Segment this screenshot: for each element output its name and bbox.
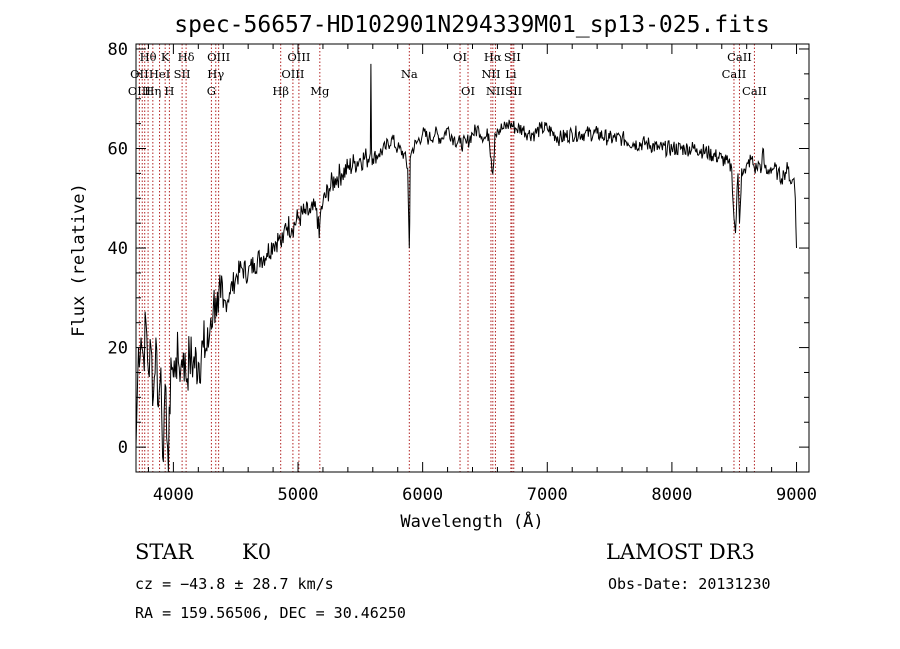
line-label: OIII — [128, 84, 151, 98]
line-label: Hθ — [140, 50, 157, 64]
survey-name: LAMOST DR3 — [606, 540, 755, 564]
line-label: Hγ — [207, 67, 224, 81]
line-label: G — [207, 84, 216, 98]
spectrum-series — [135, 63, 797, 473]
line-label: OIII — [281, 67, 304, 81]
x-tick-label: 6000 — [402, 485, 443, 505]
line-label: Li — [505, 67, 517, 81]
line-label: Hα — [484, 50, 502, 64]
line-label: OI — [461, 84, 475, 98]
line-label: CaII — [727, 50, 752, 64]
spectrum-line — [135, 63, 797, 473]
line-label: Hδ — [178, 50, 195, 64]
x-tick-label: 4000 — [153, 485, 194, 505]
line-label: HeI — [149, 67, 170, 81]
y-tick-label: 60 — [108, 140, 128, 160]
observation-date: Obs-Date: 20131230 — [608, 575, 771, 593]
emission-marker-lines — [138, 44, 755, 472]
line-label: OIII — [207, 50, 230, 64]
x-tick-label: 7000 — [527, 485, 568, 505]
line-label: CaII — [742, 84, 767, 98]
y-axis-label: Flux (relative) — [69, 183, 89, 337]
line-label: OI — [453, 50, 467, 64]
y-tick-label: 0 — [118, 438, 128, 458]
line-label: Mg — [310, 84, 330, 98]
line-label: NII — [486, 84, 505, 98]
line-label: SII — [504, 50, 521, 64]
object-subclass: K0 — [242, 540, 272, 564]
x-tick-label: 9000 — [776, 485, 817, 505]
object-class: STAR — [135, 540, 194, 564]
x-tick-label: 8000 — [651, 485, 692, 505]
line-label: SII — [174, 67, 191, 81]
x-axis-label: Wavelength (Å) — [400, 510, 543, 532]
y-tick-label: 40 — [108, 239, 128, 259]
line-label: SII — [505, 84, 522, 98]
chart-title: spec-56657-HD102901N294339M01_sp13-025.f… — [174, 12, 769, 38]
line-label: CaII — [722, 67, 747, 81]
plot-frame — [135, 43, 810, 473]
y-tick-label: 80 — [108, 40, 128, 60]
ra-dec: RA = 159.56506, DEC = 30.46250 — [135, 604, 406, 622]
line-label: Hβ — [272, 84, 289, 98]
line-label: H — [164, 84, 174, 98]
line-label: Hη — [144, 84, 161, 98]
y-tick-label: 20 — [108, 339, 128, 359]
line-label: K — [161, 50, 170, 64]
axes: 4000 5000 6000 7000 8000 9000 0 20 40 60 80 — [108, 40, 817, 505]
line-label: NII — [481, 67, 500, 81]
redshift-cz: cz = −43.8 ± 28.7 km/s — [135, 575, 334, 593]
line-label: OIII — [287, 50, 310, 64]
line-label: Na — [401, 67, 418, 81]
x-tick-label: 5000 — [278, 485, 319, 505]
